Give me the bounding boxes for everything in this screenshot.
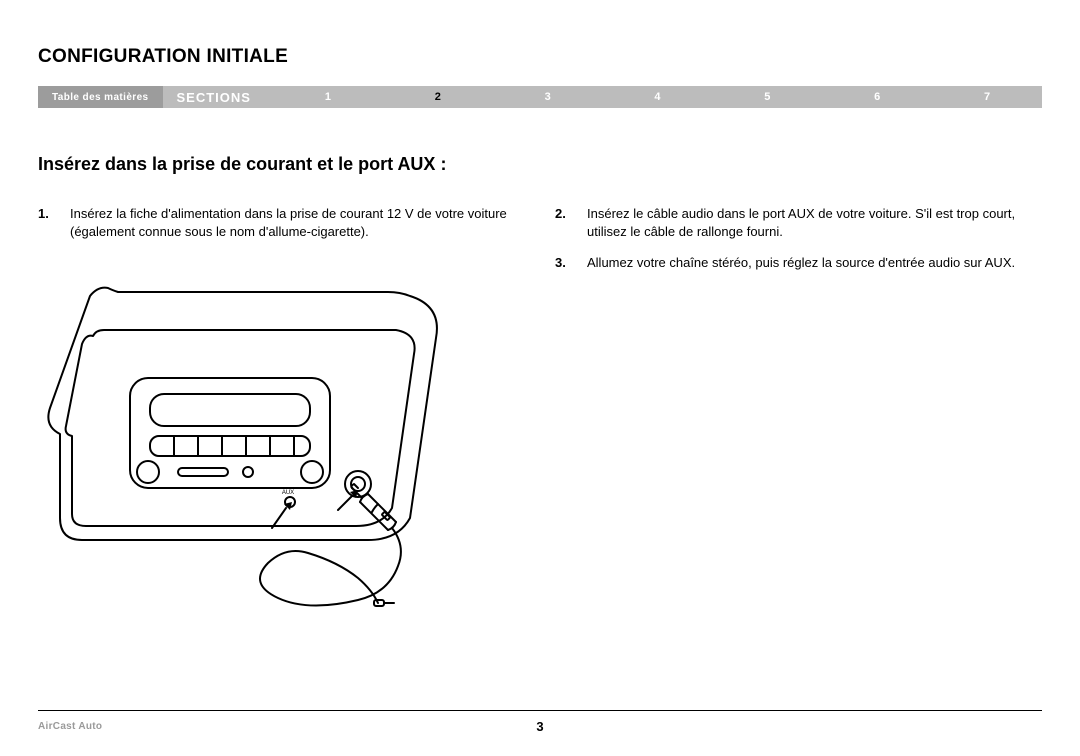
- section-link-7[interactable]: 7: [932, 86, 1042, 108]
- step-number: 1.: [38, 205, 70, 240]
- right-column: 2. Insérez le câble audio dans le port A…: [555, 205, 1042, 623]
- toc-link[interactable]: Table des matières: [38, 86, 163, 108]
- left-column: 1. Insérez la fiche d'alimentation dans …: [38, 205, 525, 623]
- sections-label: SECTIONS: [163, 86, 273, 108]
- page-footer: AirCast Auto 3: [38, 710, 1042, 732]
- dashboard-illustration: AUX: [38, 278, 468, 618]
- step-text: Insérez la fiche d'alimentation dans la …: [70, 205, 525, 240]
- step-text: Allumez votre chaîne stéréo, puis réglez…: [587, 254, 1042, 272]
- section-link-3[interactable]: 3: [493, 86, 603, 108]
- step-number: 2.: [555, 205, 587, 240]
- section-link-4[interactable]: 4: [603, 86, 713, 108]
- section-link-6[interactable]: 6: [822, 86, 932, 108]
- step-2: 2. Insérez le câble audio dans le port A…: [555, 205, 1042, 240]
- step-text: Insérez le câble audio dans le port AUX …: [587, 205, 1042, 240]
- footer-page-number: 3: [536, 719, 543, 734]
- page-title: CONFIGURATION INITIALE: [38, 46, 1042, 68]
- section-link-1[interactable]: 1: [273, 86, 383, 108]
- footer-product-name: AirCast Auto: [38, 721, 102, 732]
- aux-label: AUX: [282, 490, 294, 496]
- step-3: 3. Allumez votre chaîne stéréo, puis rég…: [555, 254, 1042, 272]
- section-nav: Table des matières SECTIONS 1 2 3 4 5 6 …: [38, 86, 1042, 108]
- section-link-5[interactable]: 5: [712, 86, 822, 108]
- subtitle: Insérez dans la prise de courant et le p…: [38, 154, 1042, 175]
- step-number: 3.: [555, 254, 587, 272]
- section-link-2[interactable]: 2: [383, 86, 493, 108]
- step-1: 1. Insérez la fiche d'alimentation dans …: [38, 205, 525, 240]
